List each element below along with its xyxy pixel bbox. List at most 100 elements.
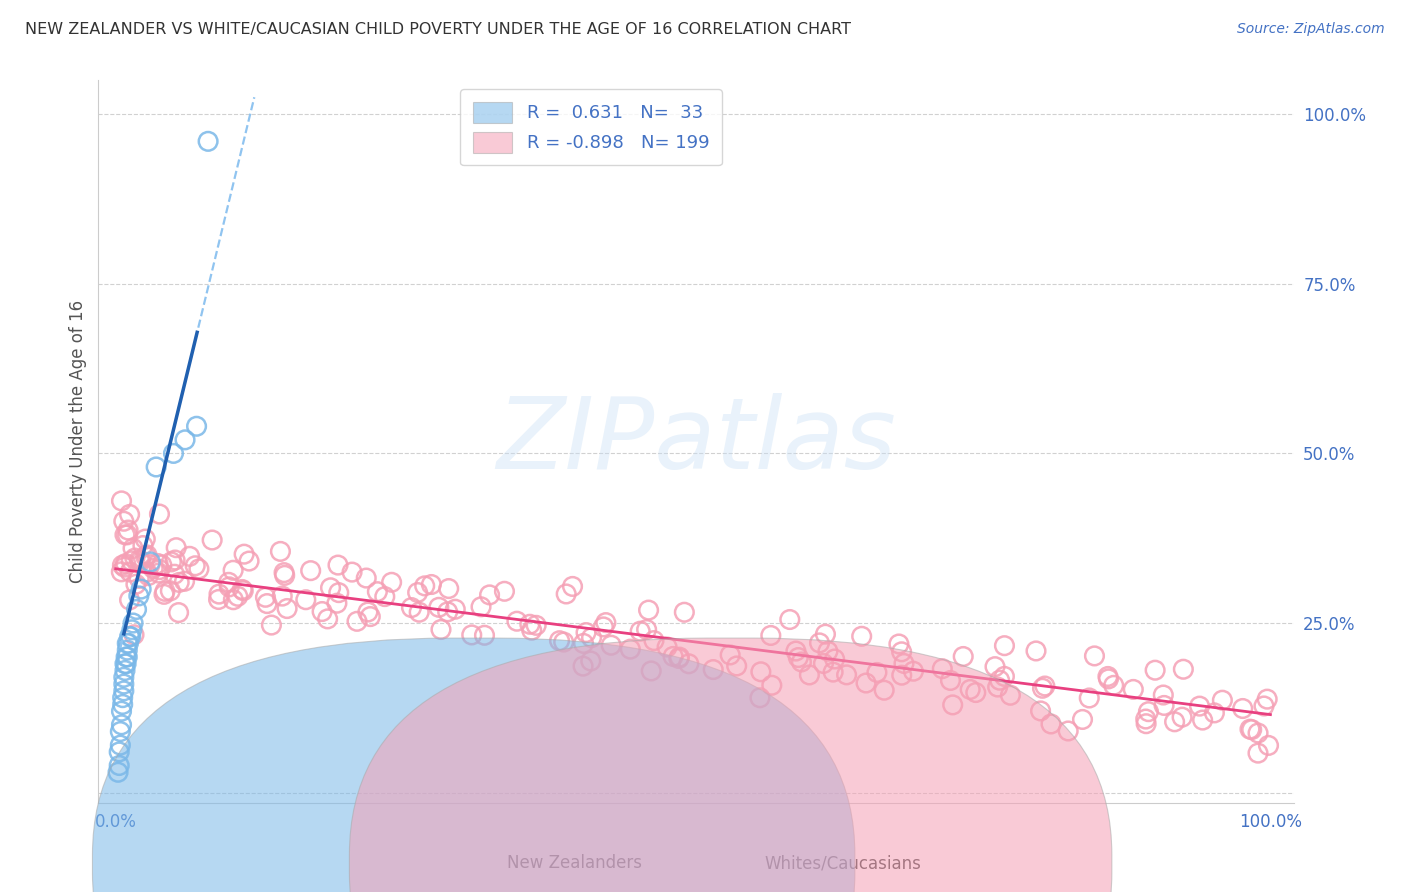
Point [1247,746,1270,760]
Point [165,553,187,567]
Point [1232,701,1254,715]
Point [346,615,368,629]
Point [231,582,253,597]
Point [135,549,157,564]
Point [117,523,139,537]
Point [269,544,291,558]
Point [179,549,201,564]
Point [1000,688,1022,702]
Point [866,665,889,680]
Point [461,628,484,642]
Point [299,564,322,578]
Point [233,547,256,561]
Point [201,533,224,547]
Point [311,605,333,619]
Point [132,539,155,553]
Point [173,574,195,589]
Point [112,670,135,684]
Point [673,605,696,619]
Point [254,591,277,605]
Point [1239,722,1261,736]
Point [107,765,129,780]
Point [887,637,910,651]
Point [408,605,430,619]
Point [125,577,148,591]
Point [1071,713,1094,727]
Point [814,627,837,641]
Point [787,650,810,665]
Point [1247,726,1270,740]
Point [519,617,541,632]
Text: Whites/Caucasians: Whites/Caucasians [763,855,921,872]
Point [572,636,595,650]
Point [112,677,135,691]
Point [326,596,349,610]
Point [890,668,912,682]
Point [1171,710,1194,724]
Point [524,618,547,632]
Point [662,649,685,664]
Point [668,650,690,665]
Point [1153,698,1175,713]
Point [111,698,134,712]
Point [437,582,460,596]
Point [110,494,132,508]
Point [561,579,583,593]
Point [273,568,295,582]
Point [413,579,436,593]
Point [748,690,770,705]
Point [163,567,186,582]
Point [965,685,987,699]
Point [444,602,467,616]
Point [328,585,350,599]
Point [271,589,294,603]
Point [790,655,813,669]
Point [117,643,139,657]
Point [129,554,152,568]
Point [139,558,162,572]
Point [125,602,148,616]
Point [128,571,150,585]
Point [316,612,339,626]
Point [1102,678,1125,692]
Point [555,587,578,601]
Point [118,593,141,607]
Text: Source: ZipAtlas.com: Source: ZipAtlas.com [1237,22,1385,37]
Point [110,565,132,579]
Point [668,651,690,665]
Point [273,566,295,580]
Point [581,631,603,645]
Point [121,623,143,637]
Point [1137,705,1160,719]
Point [114,664,136,678]
Point [153,587,176,601]
Point [1122,682,1144,697]
Point [118,508,141,522]
Point [817,644,839,658]
Point [197,134,219,148]
Point [592,620,614,634]
Point [1163,714,1185,729]
Point [478,588,501,602]
Point [401,600,423,615]
Point [1029,704,1052,718]
Point [359,609,381,624]
Point [959,682,981,697]
Point [148,507,170,521]
Point [108,758,131,772]
Point [340,565,363,579]
Text: ZIPatlas: ZIPatlas [496,393,896,490]
Point [381,575,404,590]
Point [824,652,846,666]
Point [128,589,150,603]
Point [1204,706,1226,720]
Point [110,718,132,732]
Point [115,649,138,664]
Point [120,565,142,579]
Point [1135,712,1157,726]
Point [494,584,516,599]
Y-axis label: Child Poverty Under the Age of 16: Child Poverty Under the Age of 16 [69,300,87,583]
Point [643,633,665,648]
Point [813,657,835,671]
Point [823,665,845,679]
